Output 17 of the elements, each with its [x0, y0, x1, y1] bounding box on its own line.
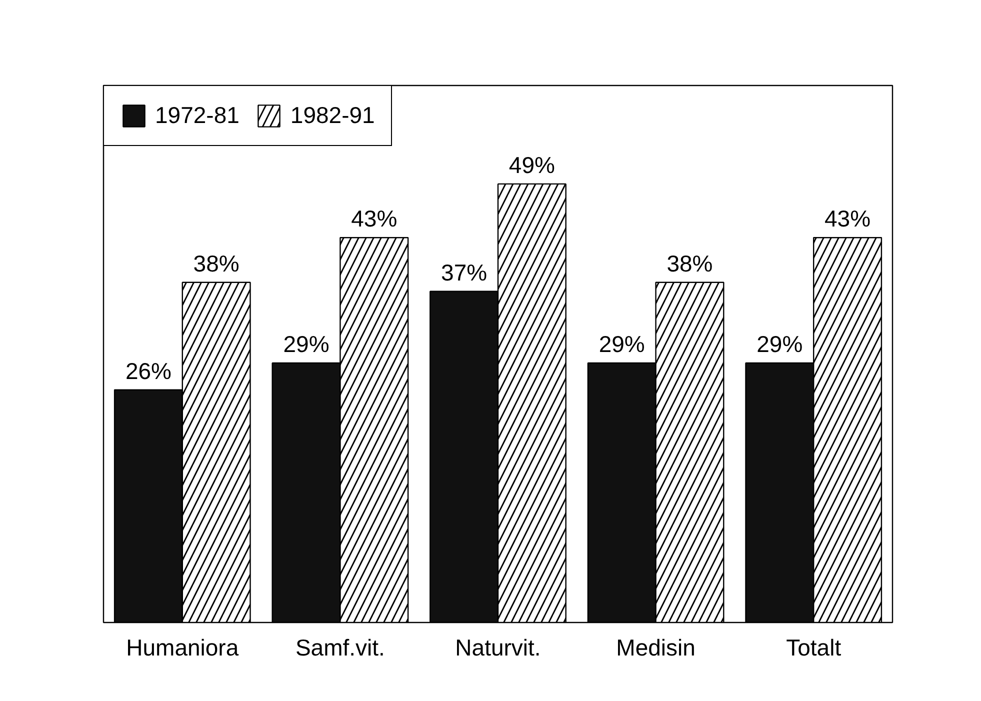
data-label: 43% [824, 206, 871, 232]
legend-label: 1982-91 [290, 102, 375, 129]
data-label: 29% [756, 330, 803, 357]
data-label: 49% [508, 152, 555, 178]
data-label: 26% [125, 358, 172, 384]
legend-label: 1972-81 [155, 102, 240, 129]
data-label: 38% [666, 250, 713, 276]
data-label: 37% [441, 259, 488, 286]
data-label: 43% [351, 206, 398, 232]
x-tick-label: Medisin [616, 634, 696, 660]
x-tick-label: Totalt [786, 634, 842, 660]
x-tick-label: Naturvit. [455, 634, 541, 660]
x-tick-label: Samf.vit. [295, 634, 385, 660]
data-label: 38% [193, 250, 240, 276]
x-tick-label: Humaniora [126, 634, 239, 660]
data-label: 29% [598, 330, 645, 357]
data-label: 29% [283, 330, 330, 357]
